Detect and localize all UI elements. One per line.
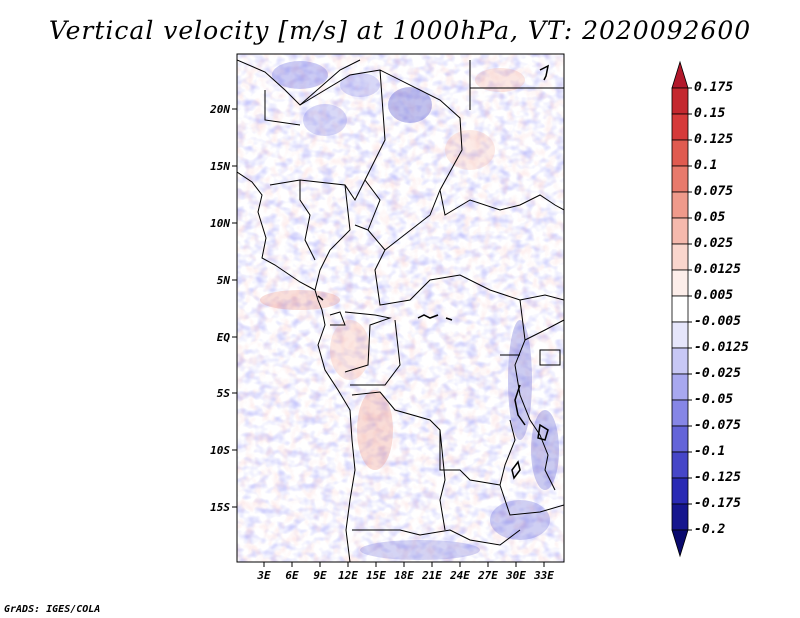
colorbar-swatch [671, 503, 689, 531]
colorbar-swatch [671, 113, 689, 141]
colorbar-level-label: 0.175 [694, 80, 734, 95]
colorbar-swatch [671, 217, 689, 245]
colorbar-level-label: -0.175 [694, 496, 741, 511]
lon-label-9e: 9E [313, 569, 327, 582]
lon-label-6e: 6E [285, 569, 299, 582]
lon-label-33e: 33E [534, 569, 554, 582]
colorbar-level-label: 0.1 [694, 158, 718, 173]
lon-label-3e: 3E [257, 569, 271, 582]
lat-label-20n: 20N [210, 103, 230, 116]
lon-label-30e: 30E [506, 569, 526, 582]
colorbar-level-label: -0.2 [694, 522, 726, 537]
lon-label-12e: 12E [338, 569, 358, 582]
borders [237, 59, 564, 562]
colorbar-swatch [671, 399, 689, 427]
colorbar-swatch [671, 191, 689, 219]
lon-label-27e: 27E [478, 569, 498, 582]
colorbar-swatch [671, 295, 689, 323]
lat-label-15n: 15N [210, 160, 230, 173]
lon-label-15e: 15E [366, 569, 386, 582]
colorbar-swatch [671, 425, 689, 453]
lon-label-18e: 18E [394, 569, 414, 582]
colorbar-swatch [671, 165, 689, 193]
lat-label-10s: 10S [210, 444, 230, 457]
colorbar-level-label: -0.075 [694, 418, 741, 433]
colorbar-level-label: -0.025 [694, 366, 741, 381]
colorbar-level-label: -0.005 [694, 314, 741, 329]
axis-ticks [232, 108, 545, 567]
credit-text: GrADS: IGES/COLA [4, 604, 101, 615]
colorbar-level-label: 0.15 [694, 106, 726, 121]
lat-label-15s: 15S [210, 501, 230, 514]
lat-label-eq: EQ [216, 331, 230, 344]
colorbar-level-label: -0.125 [694, 470, 741, 485]
colorbar-level-label: 0.125 [694, 132, 734, 147]
colorbar-level-label: 0.05 [694, 210, 726, 225]
map-frame [236, 53, 565, 563]
colorbar-swatch [671, 269, 689, 297]
colorbar-level-label: -0.1 [694, 444, 726, 459]
lon-label-21e: 21E [422, 569, 442, 582]
page-title: Vertical velocity [m/s] at 1000hPa, VT: … [48, 16, 752, 45]
lat-label-10n: 10N [210, 217, 230, 230]
colorbar-swatch [671, 87, 689, 115]
lat-label-5n: 5N [216, 274, 230, 287]
colorbar-level-label: -0.0125 [694, 340, 749, 355]
colorbar-swatch [671, 451, 689, 479]
colorbar-swatch [671, 477, 689, 505]
colorbar-level-label: 0.005 [694, 288, 734, 303]
colorbar-swatch [671, 60, 689, 89]
colorbar-swatch [671, 347, 689, 375]
colorbar-swatch [671, 139, 689, 167]
colorbar-level-label: -0.05 [694, 392, 734, 407]
lat-label-5s: 5S [216, 387, 230, 400]
colorbar-level-label: 0.075 [694, 184, 734, 199]
colorbar-swatch [671, 321, 689, 349]
colorbar-swatch [671, 373, 689, 401]
colorbar [671, 60, 692, 558]
velocity-field [237, 54, 564, 562]
colorbar-swatch [671, 243, 689, 271]
lon-label-24e: 24E [450, 569, 470, 582]
colorbar-swatch [671, 529, 689, 558]
colorbar-level-label: 0.0125 [694, 262, 741, 277]
colorbar-level-label: 0.025 [694, 236, 734, 251]
